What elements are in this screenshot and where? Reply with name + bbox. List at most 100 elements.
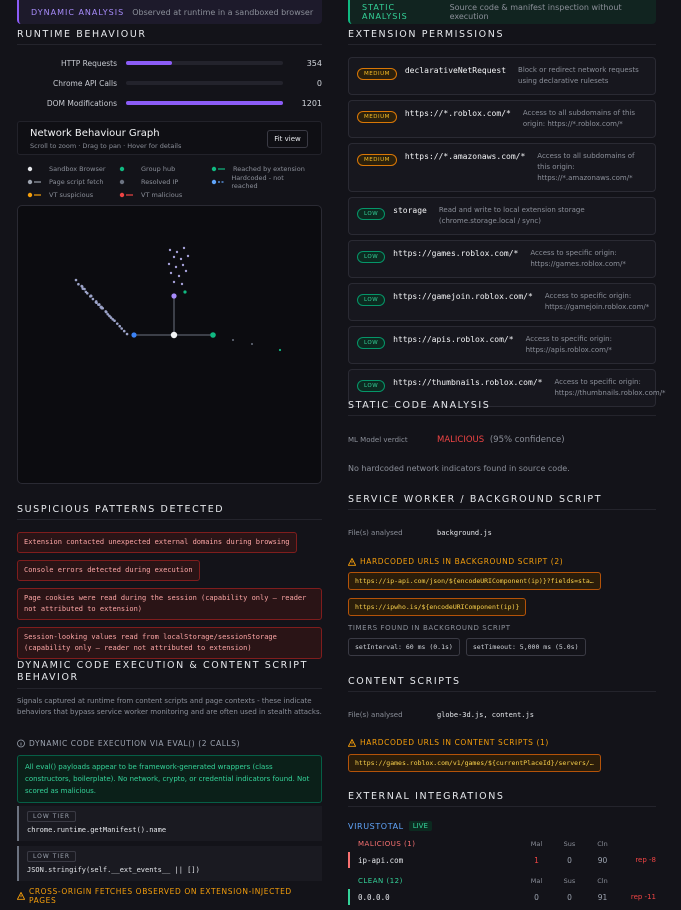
permission-description: Read and write to local extension storag… [438, 206, 585, 225]
permission-description: Block or redirect network requests using… [518, 66, 639, 85]
section-title: EXTENSION PERMISSIONS [348, 29, 656, 45]
vt-column: Sus [563, 877, 576, 885]
legend-label: VT suspicious [49, 190, 94, 199]
graph-node [177, 274, 181, 278]
legend-dot [27, 179, 33, 184]
graph-node [118, 324, 122, 328]
graph-node [251, 343, 253, 345]
permission-description: Access to all subdomains of this origin:… [522, 109, 636, 128]
vt-column: Sus [563, 840, 576, 848]
section-title: SUSPICIOUS PATTERNS DETECTED [17, 504, 322, 520]
suspicious-list: Extension contacted unexpected external … [17, 532, 322, 666]
metric-label: Chrome API Calls [53, 78, 117, 88]
vt-status: LIVE [408, 821, 432, 831]
legend-dot [119, 166, 125, 171]
metric-track [126, 81, 283, 85]
files: background.js [437, 529, 492, 537]
permission-name: https://thumbnails.roblox.com/* [393, 378, 543, 387]
permission-description: Access to specific origin: https://gamej… [544, 292, 650, 311]
graph-node [278, 348, 282, 352]
graph-node [108, 314, 111, 318]
permission-card: LOW https://games.roblox.com/* Access to s… [348, 240, 656, 278]
warning-icon [17, 892, 25, 900]
permission-card: LOW https://thumbnails.roblox.com/* Access… [348, 369, 666, 407]
graph-node [101, 306, 105, 310]
suspicious-item: Extension contacted unexpected external … [17, 532, 297, 553]
legend-dot [27, 166, 33, 171]
graph-node [113, 319, 116, 323]
vt-group-label: CLEAN (12) [358, 877, 403, 885]
urls-heading: HARDCODED URLS IN CONTENT SCRIPTS (1) [360, 738, 549, 747]
vt-host: ip-api.com [358, 855, 404, 865]
permission-card: MEDIUM https://*.amazonaws.com/* Access to… [348, 143, 656, 192]
graph-node [167, 262, 171, 266]
vt-count: 0 [567, 892, 572, 902]
legend-icon [211, 166, 225, 171]
metric-bar [126, 61, 173, 65]
url-row: https://ipwho.is/${encodeURIComponent(ip… [348, 598, 656, 618]
graph-node [106, 312, 110, 316]
warning-icon [348, 738, 356, 747]
legend-item: VT suspicious [27, 188, 119, 201]
metric-value: 354 [306, 58, 322, 68]
timer-chip: setInterval: 60 ms (0.1s) [348, 638, 460, 656]
warning-icon [348, 557, 356, 566]
permission-name: storage [393, 206, 427, 215]
graph-node [122, 329, 126, 333]
graph-node [81, 287, 85, 290]
eval-call: LOW TIER chrome.runtime.getManifest().nam… [17, 806, 322, 841]
risk-badge: LOW [357, 337, 386, 349]
dynamic-tab[interactable]: DYNAMIC ANALYSIS Observed at runtime in … [17, 0, 322, 24]
permission-description: Access to specific origin: https://apis.… [525, 335, 612, 354]
risk-badge: LOW [357, 208, 386, 220]
metric-track [126, 61, 283, 65]
permission-card: MEDIUM declarativeNetRequest Block or redi… [348, 57, 656, 95]
graph-svg [74, 246, 282, 352]
graph-node [186, 254, 190, 258]
permission-card: LOW storage Read and write to local extens… [348, 197, 656, 235]
section-title: EXTERNAL INTEGRATIONS [348, 791, 656, 807]
permission-name: https://*.roblox.com/* [404, 109, 511, 118]
tab-label: DYNAMIC ANALYSIS [31, 7, 125, 17]
field-label: File(s) analysed [348, 529, 403, 537]
vt-column: Mal [530, 840, 543, 848]
legend-icon [27, 166, 33, 171]
graph-title: Network Behaviour Graph [30, 128, 160, 139]
static-tab[interactable]: STATIC ANALYSIS Source code & manifest i… [348, 0, 656, 24]
section-description: Signals captured at runtime from content… [17, 697, 322, 716]
graph-node [89, 294, 93, 298]
legend-icon [119, 179, 125, 184]
tab-label: STATIC ANALYSIS [362, 3, 408, 21]
legend-label: VT malicious [141, 190, 183, 199]
legend-icon [119, 166, 125, 171]
suspicious-item: Page cookies were read during the sessio… [17, 588, 322, 620]
graph-node [125, 332, 129, 336]
timers-heading: TIMERS FOUND IN BACKGROUND SCRIPT [348, 624, 511, 632]
metric-label: DOM Modifications [46, 98, 117, 108]
permission-card: LOW https://apis.roblox.com/* Access to sp… [348, 326, 656, 364]
graph-node [111, 318, 115, 321]
eval-heading-row: DYNAMIC CODE EXECUTION VIA EVAL() (2 CAL… [17, 739, 322, 748]
section-title: RUNTIME BEHAVIOUR [17, 29, 322, 45]
risk-badge: LOW [357, 380, 386, 392]
metric-value: 1201 [301, 98, 322, 108]
suspicious-item: Console errors detected during execution [17, 560, 200, 581]
url-row: https://ip-api.com/json/${encodeURICompo… [348, 572, 656, 592]
graph-canvas[interactable] [17, 205, 322, 484]
vt-group-header: CLEAN (12) Mal Sus Cln [358, 873, 656, 889]
vt-reputation: rep -11 [630, 893, 656, 901]
graph-node [180, 282, 184, 286]
graph-node [171, 293, 177, 299]
graph-node [131, 332, 137, 338]
fit-view-button[interactable]: Fit view [267, 130, 308, 148]
verdict: MALICIOUS [437, 435, 485, 445]
legend-label: Reached by extension [233, 164, 305, 173]
section-title: SERVICE WORKER / BACKGROUND SCRIPT [348, 494, 656, 510]
graph-node [168, 248, 172, 252]
risk-badge: MEDIUM [357, 154, 397, 166]
risk-badge: LOW [357, 294, 386, 306]
permission-card: MEDIUM https://*.roblox.com/* Access to al… [348, 100, 656, 138]
vt-header: VIRUSTOTAL LIVE [348, 821, 432, 831]
metric-value: 0 [316, 78, 322, 88]
urls-heading-row: HARDCODED URLS IN BACKGROUND SCRIPT (2) [348, 557, 563, 566]
